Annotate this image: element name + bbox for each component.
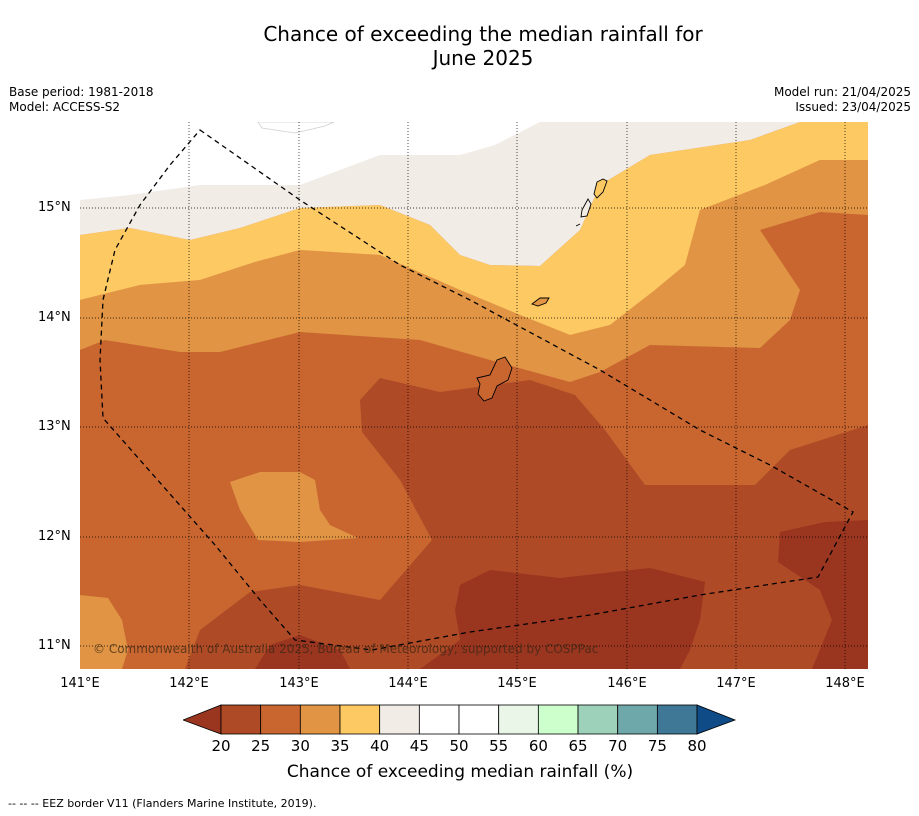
title-line-1: Chance of exceeding the median rainfall … xyxy=(263,22,703,46)
zone-20-sw xyxy=(255,635,350,669)
colorbar-cell xyxy=(339,704,381,735)
colorbar-cell xyxy=(458,704,500,735)
eez-legend-note: -- -- -- EEZ border V11 (Flanders Marine… xyxy=(8,797,317,810)
colorbar-tick-label: 65 xyxy=(568,737,588,755)
lat-label-14: 14°N xyxy=(38,310,71,325)
island-aguijan xyxy=(575,223,581,227)
lat-label-13: 13°N xyxy=(38,419,71,434)
colorbar-cell xyxy=(617,704,658,735)
island-rota xyxy=(531,297,550,307)
zone-50-cap xyxy=(257,122,335,134)
meta-right: Model run: 21/04/2025 Issued: 23/04/2025 xyxy=(774,85,911,115)
lon-label-141: 141°E xyxy=(60,676,100,691)
issued-date: Issued: 23/04/2025 xyxy=(795,100,911,114)
base-period: Base period: 1981-2018 xyxy=(9,85,154,99)
model-run: Model run: 21/04/2025 xyxy=(773,85,911,99)
island-saipan xyxy=(593,178,608,199)
colorbar-cell xyxy=(418,704,460,735)
colorbar-under-arrow xyxy=(181,704,222,735)
colorbar-tick-label: 60 xyxy=(528,737,548,755)
colorbar-title: Chance of exceeding median rainfall (%) xyxy=(286,762,634,782)
lon-label-146: 146°E xyxy=(607,676,647,691)
colorbar-tick-label: 75 xyxy=(647,737,667,755)
copyright-notice: © Commonwealth of Australia 2025, Bureau… xyxy=(93,642,599,656)
lon-label-148: 148°E xyxy=(825,676,865,691)
zone-50 xyxy=(80,122,540,200)
colorbar-tick-label: 40 xyxy=(370,737,390,755)
colorbar-over-arrow xyxy=(696,704,737,735)
map-canvas xyxy=(80,122,868,669)
colorbar-cell xyxy=(379,704,420,735)
island-tinian xyxy=(580,198,592,218)
lat-label-11: 11°N xyxy=(38,638,71,653)
colorbar-tick-label: 25 xyxy=(251,737,271,755)
colorbar xyxy=(181,704,739,740)
colorbar-cell xyxy=(260,704,301,735)
colorbar-cell xyxy=(656,704,698,735)
colorbar-tick-label: 20 xyxy=(211,737,231,755)
island-guam xyxy=(476,356,513,402)
lon-label-143: 143°E xyxy=(279,676,319,691)
zone-20-east xyxy=(778,520,868,669)
map-title: Chance of exceeding the median rainfall … xyxy=(0,22,919,70)
lat-label-15: 15°N xyxy=(38,200,71,215)
model-name: Model: ACCESS-S2 xyxy=(9,100,121,114)
colorbar-svg xyxy=(181,704,737,735)
colorbar-tick-label: 30 xyxy=(290,737,310,755)
lon-label-142: 142°E xyxy=(169,676,209,691)
title-line-2: June 2025 xyxy=(432,46,534,70)
lon-label-147: 147°E xyxy=(716,676,756,691)
meta-left: Base period: 1981-2018 Model: ACCESS-S2 xyxy=(9,85,154,115)
lon-label-144: 144°E xyxy=(388,676,428,691)
colorbar-cell xyxy=(220,704,262,735)
lat-label-12: 12°N xyxy=(38,529,71,544)
colorbar-cell xyxy=(577,704,619,735)
zone-35-sw xyxy=(80,595,128,669)
zone-35 xyxy=(80,160,868,382)
rainfall-map xyxy=(80,122,868,669)
zone-35-blob xyxy=(230,472,358,542)
colorbar-cell xyxy=(299,704,341,735)
lon-label-145: 145°E xyxy=(497,676,537,691)
colorbar-tick-label: 50 xyxy=(449,737,469,755)
colorbar-tick-label: 35 xyxy=(330,737,350,755)
colorbar-cell xyxy=(498,704,539,735)
colorbar-tick-label: 55 xyxy=(489,737,509,755)
colorbar-cell xyxy=(537,704,579,735)
eez-border xyxy=(99,129,854,651)
colorbar-tick-label: 45 xyxy=(409,737,429,755)
colorbar-tick-label: 80 xyxy=(687,737,707,755)
graticule xyxy=(80,122,868,669)
islands xyxy=(476,178,608,402)
colorbar-tick-label: 70 xyxy=(608,737,628,755)
zone-40 xyxy=(80,122,868,335)
